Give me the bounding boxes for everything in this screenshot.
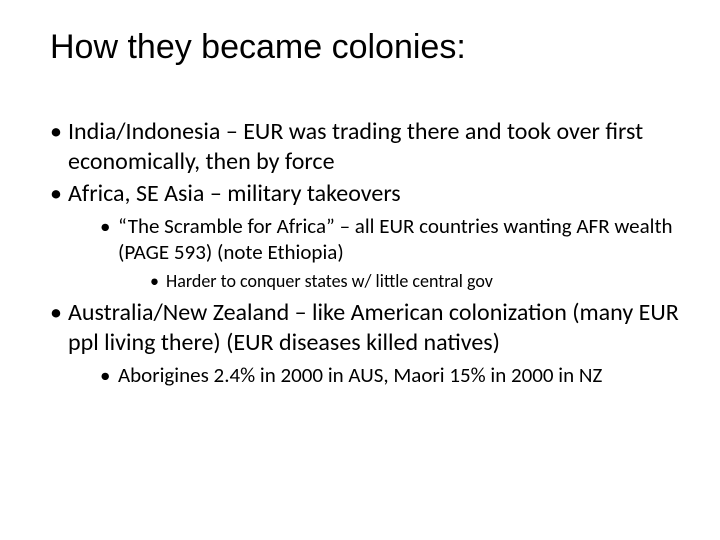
bullet-l2: “The Scramble for Africa” – all EUR coun… — [100, 213, 680, 292]
bullet-text: “The Scramble for Africa” – all EUR coun… — [118, 213, 673, 265]
slide: How they became colonies: India/Indonesi… — [0, 0, 720, 540]
bullet-list: India/Indonesia – EUR was trading there … — [50, 117, 680, 388]
bullet-text: Australia/New Zealand – like American co… — [68, 298, 679, 357]
bullet-l2: Aborigines 2.4% in 2000 in AUS, Maori 15… — [100, 362, 680, 388]
bullet-l1: Africa, SE Asia – military takeovers “Th… — [50, 179, 680, 292]
slide-title: How they became colonies: — [50, 28, 680, 67]
bullet-sublist: Aborigines 2.4% in 2000 in AUS, Maori 15… — [68, 362, 680, 388]
bullet-l3: Harder to conquer states w/ little centr… — [150, 270, 680, 293]
bullet-sublist: Harder to conquer states w/ little centr… — [118, 270, 680, 293]
bullet-l1: Australia/New Zealand – like American co… — [50, 298, 680, 388]
bullet-sublist: “The Scramble for Africa” – all EUR coun… — [68, 213, 680, 292]
bullet-l1: India/Indonesia – EUR was trading there … — [50, 117, 680, 177]
bullet-text: Africa, SE Asia – military takeovers — [68, 179, 401, 208]
